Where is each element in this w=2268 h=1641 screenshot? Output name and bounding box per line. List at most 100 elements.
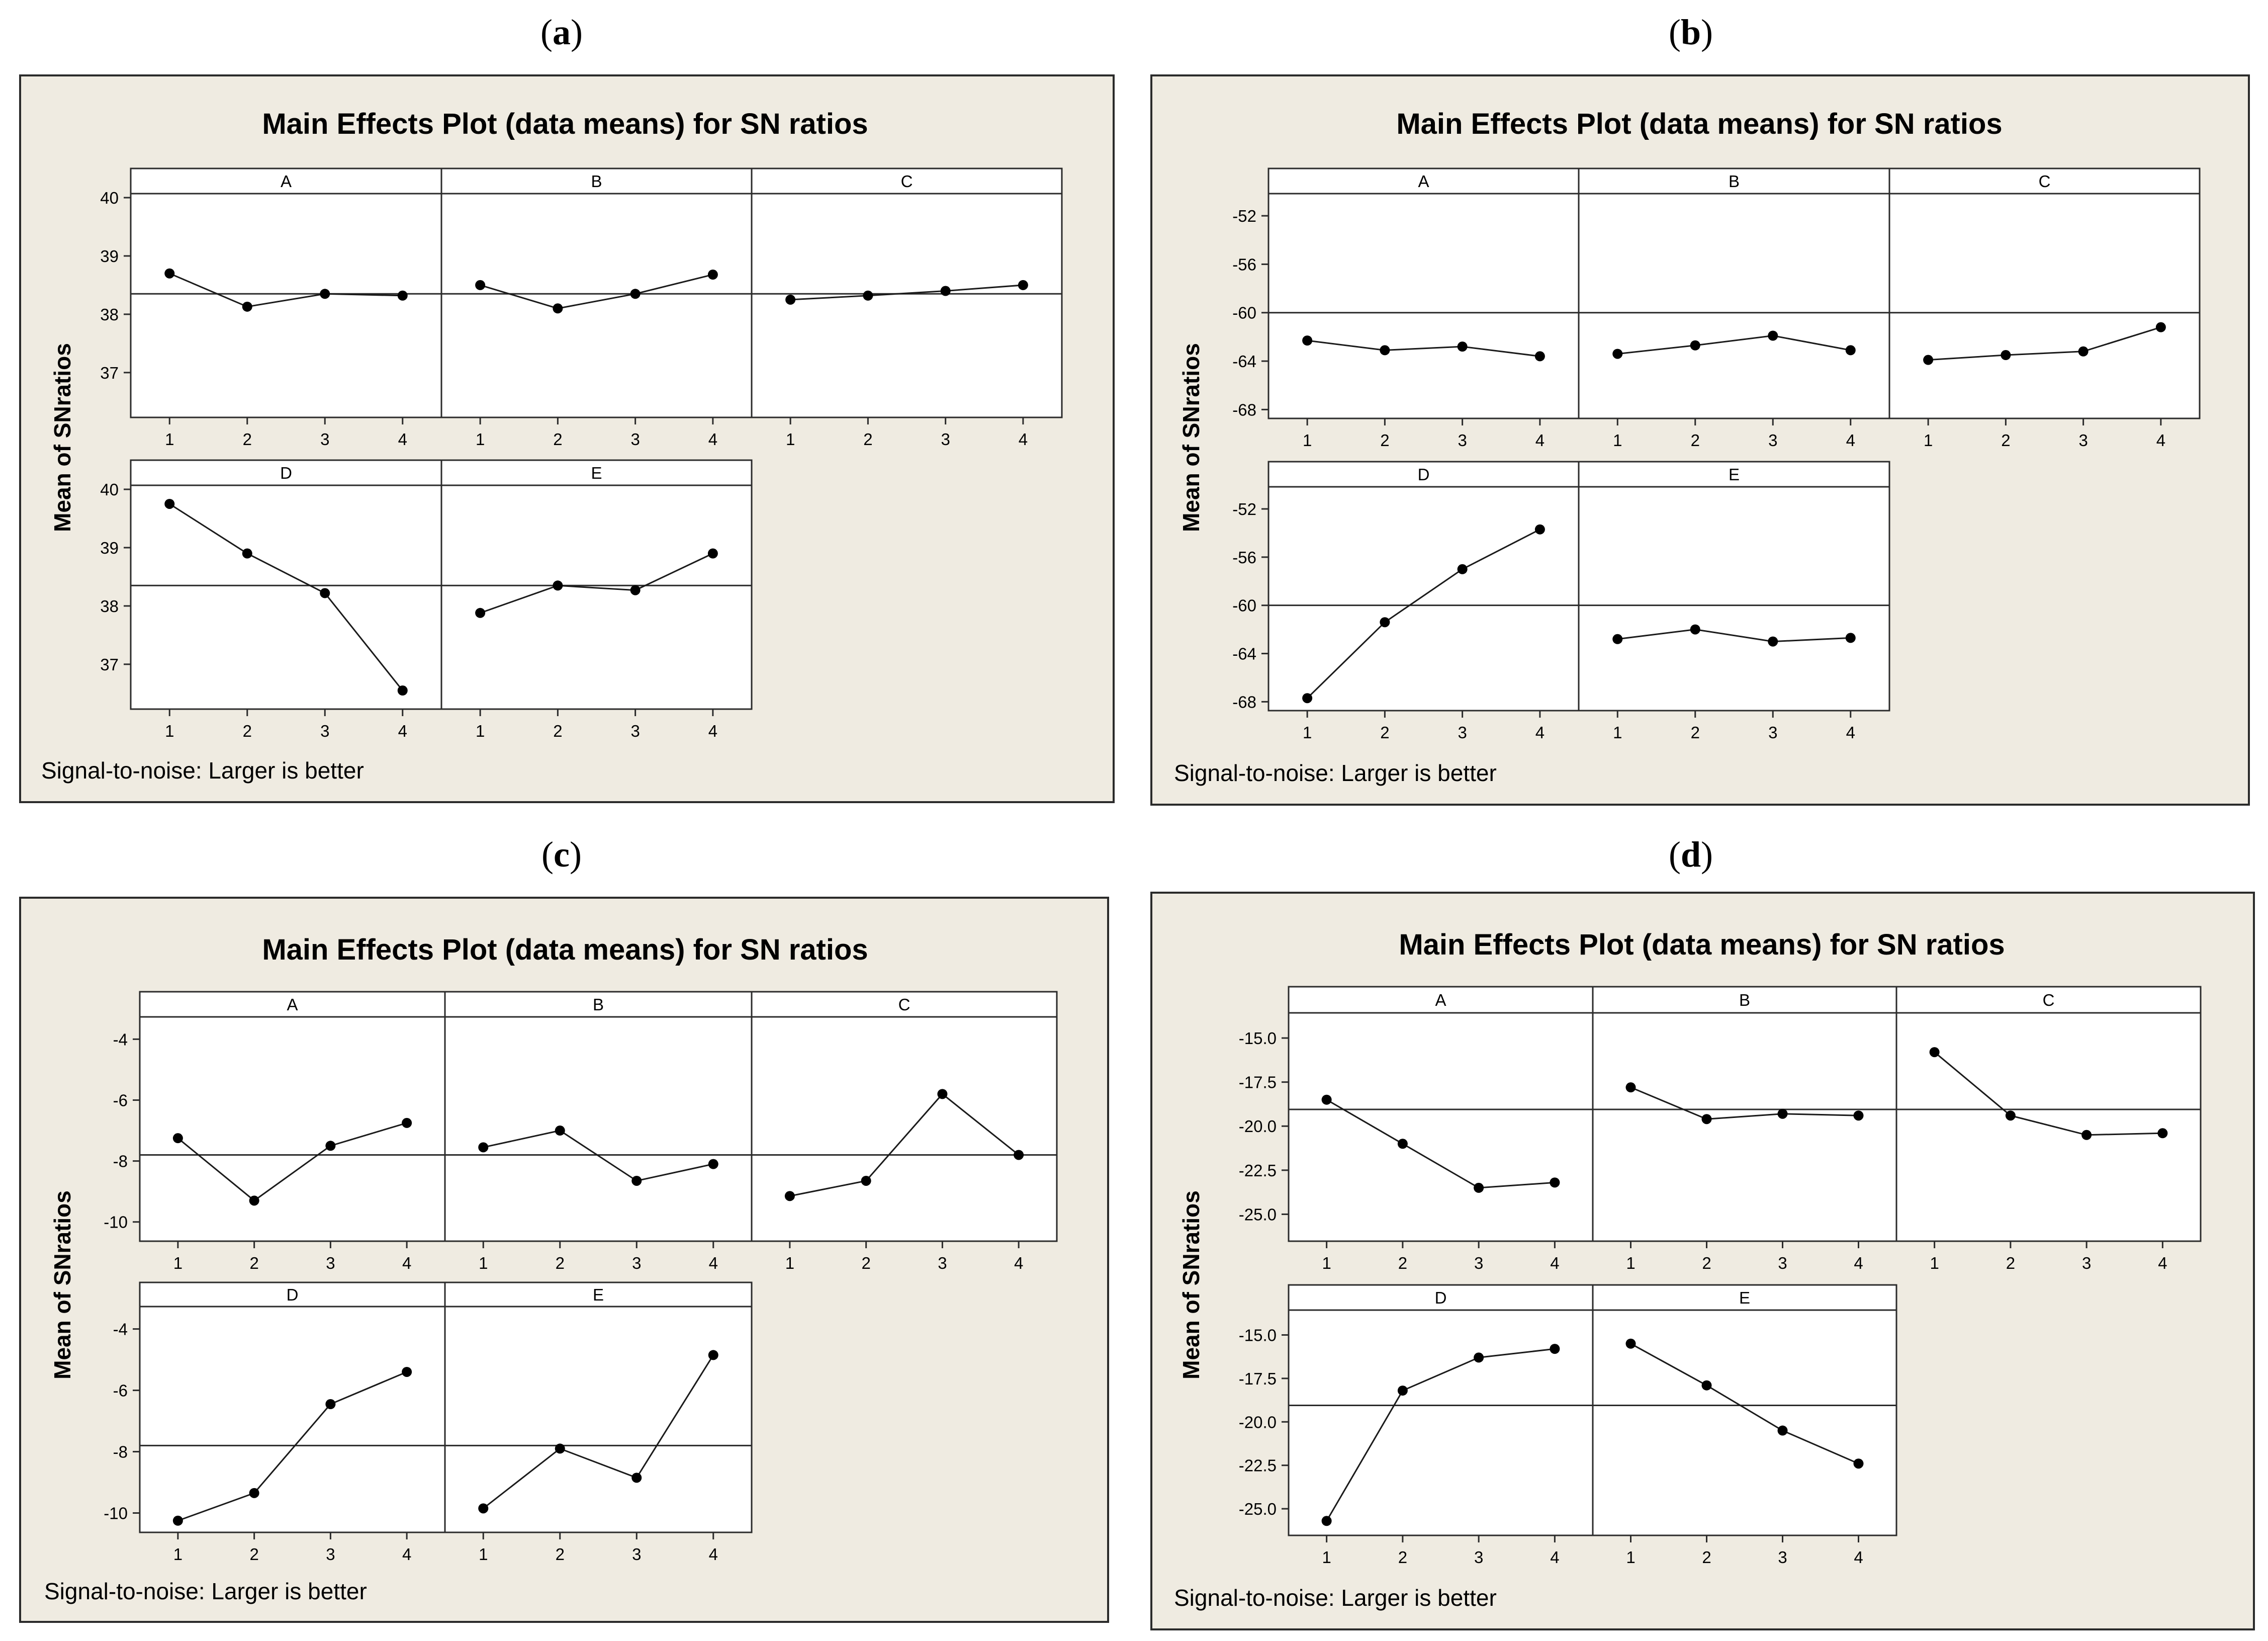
factor-label: D	[1418, 465, 1430, 484]
data-point	[1690, 340, 1700, 351]
x-tick-label: 3	[326, 1254, 335, 1272]
x-tick-label: 4	[708, 430, 717, 449]
data-point	[1777, 1108, 1788, 1119]
data-point	[1457, 564, 1468, 574]
y-tick-label: 39	[100, 247, 119, 266]
data-point	[402, 1117, 412, 1128]
data-point	[1701, 1380, 1712, 1391]
panel-label: (a)	[540, 12, 583, 52]
x-tick-label: 4	[1550, 1254, 1559, 1272]
y-tick-label: 37	[100, 364, 119, 382]
y-tick-label: -15.0	[1239, 1326, 1277, 1344]
factor-label: D	[287, 1285, 299, 1304]
y-tick-label: -6	[113, 1091, 128, 1109]
data-point	[397, 685, 408, 696]
x-tick-label: 1	[1613, 431, 1622, 450]
subplot-frame	[444, 1281, 753, 1533]
y-tick-label: -68	[1232, 400, 1256, 419]
panel-label-letter: d	[1681, 834, 1701, 875]
x-tick-label: 1	[1924, 431, 1933, 450]
y-tick-label: -22.5	[1239, 1161, 1277, 1180]
subplot-C: C 1 2 3 4	[751, 167, 1063, 449]
data-point	[475, 280, 486, 290]
x-tick-label: 3	[1778, 1254, 1787, 1272]
y-tick-label: -10	[104, 1213, 128, 1232]
x-tick-label: 4	[1854, 1548, 1863, 1567]
x-tick-label: 2	[556, 1545, 565, 1564]
data-point	[2001, 350, 2011, 361]
subplot-frame	[440, 459, 753, 710]
data-point	[1302, 693, 1313, 704]
data-point	[1690, 624, 1700, 635]
x-tick-label: 3	[1778, 1548, 1787, 1567]
x-tick-label: 4	[1846, 723, 1855, 742]
subplot-frame	[1895, 986, 2202, 1242]
x-tick-label: 1	[1322, 1254, 1331, 1272]
panel-label-letter: b	[1681, 12, 1701, 52]
x-tick-label: 2	[249, 1254, 258, 1272]
data-point	[2155, 322, 2166, 332]
subplot-E: E 1 2 3 4	[1592, 1284, 1897, 1567]
y-tick-label: -64	[1232, 645, 1256, 663]
factor-label: A	[287, 995, 298, 1014]
x-tick-label: 2	[556, 1254, 565, 1272]
data-point	[475, 608, 486, 618]
series-line	[1307, 529, 1540, 699]
data-point	[249, 1488, 259, 1498]
factor-label: D	[1435, 1288, 1447, 1307]
y-tick-label: -52	[1232, 207, 1256, 225]
series-line	[1326, 1099, 1555, 1189]
data-point	[1397, 1139, 1408, 1149]
data-point	[1397, 1386, 1408, 1396]
data-point	[1701, 1114, 1712, 1125]
x-tick-label: 2	[1380, 431, 1389, 450]
x-tick-label: 2	[2006, 1254, 2015, 1272]
data-point	[2081, 1130, 2092, 1140]
chart-panel-c: (c) Main Effects Plot (data means) for SN…	[19, 834, 1109, 1623]
data-point	[1777, 1425, 1788, 1436]
x-tick-label: 4	[1014, 1254, 1023, 1272]
panel-label-letter: c	[554, 834, 570, 875]
x-tick-label: 3	[320, 430, 329, 449]
x-tick-label: 1	[1303, 431, 1312, 450]
subplot-B: B 1 2 3 4	[1592, 986, 1897, 1272]
y-tick-label: -20.0	[1239, 1117, 1277, 1136]
series-line	[169, 503, 403, 691]
series-line	[177, 1371, 407, 1522]
x-tick-label: 4	[402, 1254, 411, 1272]
x-tick-label: 4	[398, 722, 407, 740]
x-tick-label: 1	[173, 1254, 183, 1272]
subplot-frame	[130, 459, 442, 710]
subplot-frame	[444, 991, 753, 1242]
data-point	[1380, 617, 1390, 628]
factor-label: B	[1739, 991, 1750, 1009]
y-tick-label: -25.0	[1239, 1500, 1277, 1518]
y-tick-label: -6	[113, 1381, 128, 1400]
subplot-frame	[1578, 167, 1890, 419]
factor-label: C	[2039, 172, 2051, 191]
data-point	[553, 303, 563, 314]
chart-title: Main Effects Plot (data means) for SN ra…	[262, 108, 868, 140]
x-tick-label: 4	[708, 722, 717, 740]
data-point	[1302, 335, 1313, 346]
footnote: Signal-to-noise: Larger is better	[1174, 1585, 1497, 1611]
data-point	[402, 1366, 412, 1377]
data-point	[325, 1141, 336, 1151]
x-tick-label: 4	[1550, 1548, 1559, 1567]
x-tick-label: 2	[243, 430, 252, 449]
y-tick-label: 37	[100, 655, 119, 674]
x-tick-label: 3	[630, 430, 640, 449]
x-tick-label: 2	[863, 430, 872, 449]
x-tick-label: 3	[326, 1545, 335, 1564]
x-tick-label: 3	[1768, 431, 1777, 450]
factor-label: C	[901, 172, 913, 191]
x-tick-label: 3	[1474, 1254, 1483, 1272]
data-point	[478, 1142, 489, 1153]
panel-label-letter: a	[553, 12, 571, 52]
data-point	[1474, 1352, 1484, 1363]
x-tick-label: 4	[1535, 431, 1545, 450]
series-line	[483, 1130, 714, 1182]
data-point	[553, 580, 563, 591]
data-point	[1929, 1047, 1940, 1058]
panel-label: (c)	[541, 834, 582, 875]
